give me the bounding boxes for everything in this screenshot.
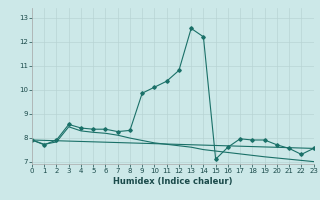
X-axis label: Humidex (Indice chaleur): Humidex (Indice chaleur) — [113, 177, 233, 186]
